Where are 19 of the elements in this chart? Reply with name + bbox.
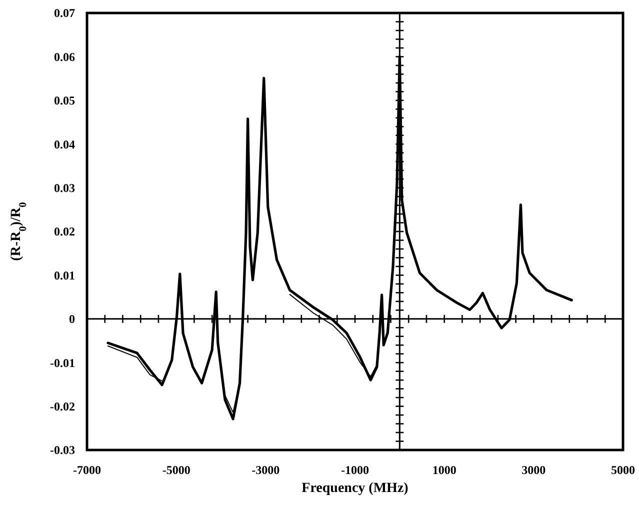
- x-tick-label: 5000: [611, 463, 635, 477]
- y-tick-label: 0.01: [54, 268, 75, 282]
- x-tick-label: -1000: [341, 463, 369, 477]
- y-tick-label: -0.03: [50, 443, 75, 458]
- x-tick-label: 1000: [432, 463, 456, 477]
- y-tick-label: 0.03: [54, 181, 75, 195]
- y-tick-label: -0.01: [50, 356, 75, 370]
- y-tick-label: 0.05: [54, 94, 75, 108]
- y-tick-label: -0.02: [50, 400, 75, 414]
- x-tick-label: -7000: [73, 463, 101, 477]
- y-tick-label: 0.04: [54, 137, 75, 152]
- x-tick-label: -5000: [162, 463, 190, 477]
- y-tick-label: 0.07: [54, 6, 75, 20]
- x-tick-label: -3000: [252, 463, 280, 477]
- y-tick-label: 0.02: [54, 224, 75, 239]
- x-tick-label: 3000: [522, 463, 546, 477]
- y-tick-label: 0.06: [54, 50, 75, 64]
- y-tick-label: 0: [69, 312, 75, 326]
- x-axis-title: Frequency (MHz): [302, 481, 409, 496]
